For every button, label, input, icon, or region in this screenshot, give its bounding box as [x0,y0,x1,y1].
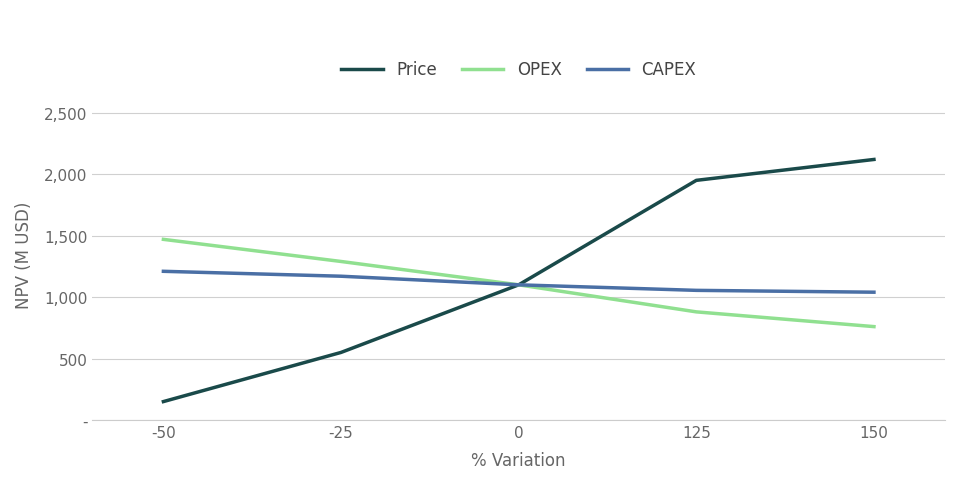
Price [868,157,879,163]
Price [335,350,347,356]
X-axis label: % Variation: % Variation [471,451,566,469]
OPEX [157,237,169,243]
CAPEX [690,288,702,294]
CAPEX [157,269,169,274]
Legend: Price, OPEX, CAPEX: Price, OPEX, CAPEX [334,54,703,86]
Line: OPEX: OPEX [163,240,874,327]
OPEX [868,324,879,330]
OPEX [335,259,347,265]
Line: Price: Price [163,160,874,402]
CAPEX [335,274,347,280]
CAPEX [513,282,524,288]
OPEX [513,282,524,288]
Y-axis label: NPV (M USD): NPV (M USD) [15,201,33,308]
CAPEX [868,290,879,296]
Price [690,178,702,184]
Line: CAPEX: CAPEX [163,272,874,293]
Price [513,282,524,288]
OPEX [690,309,702,315]
Price [157,399,169,405]
